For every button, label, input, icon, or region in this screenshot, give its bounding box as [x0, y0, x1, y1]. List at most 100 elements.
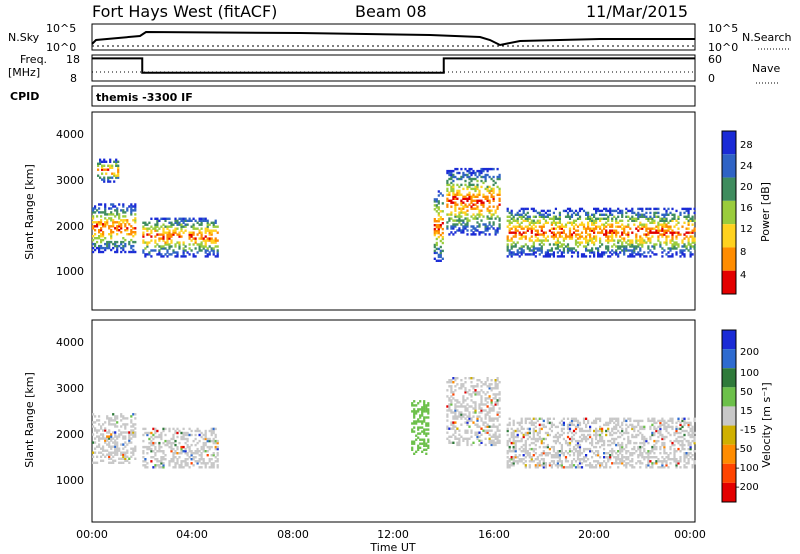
power-cell: [667, 207, 670, 211]
power-cell: [206, 223, 209, 226]
power-cell: [456, 189, 459, 193]
velocity-cell: [562, 427, 565, 431]
power-cell: [568, 229, 572, 232]
power-cell: [496, 229, 499, 232]
velocity-cell: [413, 404, 416, 407]
velocity-cell: [198, 454, 201, 457]
velocity-cell: [110, 417, 113, 420]
velocity-cell: [641, 427, 644, 431]
velocity-cell: [562, 437, 565, 441]
velocity-cell: [494, 431, 497, 434]
velocity-cell: [526, 431, 529, 435]
power-cell: [645, 217, 648, 220]
velocity-cell: [621, 433, 624, 437]
power-cell: [574, 209, 578, 213]
power-cell: [578, 233, 582, 236]
power-cell: [134, 217, 137, 220]
power-cell: [160, 245, 163, 248]
velocity-cell: [172, 437, 175, 441]
power-cell: [98, 237, 101, 240]
power-cell: [633, 219, 636, 222]
velocity-cell: [110, 435, 113, 438]
power-cell: [174, 221, 177, 224]
power-cell: [665, 237, 668, 240]
power-cell: [142, 231, 145, 234]
power-cell: [122, 221, 125, 224]
power-cell: [204, 227, 207, 230]
power-cell: [637, 239, 640, 242]
velocity-cell: [512, 433, 515, 437]
power-cell: [210, 249, 213, 252]
power-cell: [498, 219, 501, 222]
power-cell: [484, 197, 487, 200]
power-cell: [518, 237, 521, 240]
velocity-cell: [582, 435, 586, 439]
velocity-cell: [196, 462, 199, 465]
power-cell: [512, 231, 515, 234]
velocity-cell: [687, 460, 690, 463]
power-cell: [109, 180, 112, 183]
velocity-cell: [494, 443, 497, 447]
power-cell: [615, 249, 618, 252]
power-cell: [490, 213, 493, 216]
velocity-cell: [675, 429, 678, 433]
velocity-cell: [448, 427, 451, 430]
power-cell: [645, 211, 648, 215]
velocity-cell: [691, 466, 694, 469]
velocity-cell: [637, 429, 640, 433]
velocity-cell: [192, 458, 195, 461]
power-cell: [587, 221, 590, 224]
velocity-cell: [554, 439, 557, 443]
velocity-cell: [458, 405, 461, 408]
velocity-cell: [651, 417, 654, 420]
power-cell: [118, 217, 121, 220]
power-cell: [162, 229, 165, 232]
velocity-cell: [564, 458, 568, 461]
velocity-cell: [657, 431, 660, 435]
velocity-cell: [452, 391, 455, 394]
power-cell: [595, 239, 598, 242]
power-cell: [437, 227, 440, 231]
power-cell: [148, 221, 151, 224]
velocity-cell: [617, 450, 620, 453]
power-cell: [115, 174, 118, 177]
power-cell: [439, 253, 442, 257]
velocity-cell: [615, 427, 618, 431]
velocity-cell: [635, 433, 638, 437]
power-cell: [617, 225, 620, 228]
power-cell: [437, 214, 440, 217]
velocity-cell: [570, 450, 574, 453]
power-cbar-tick-16: 16: [740, 203, 753, 214]
power-cell: [460, 199, 463, 202]
power-cell: [552, 233, 555, 236]
velocity-cell: [94, 447, 97, 450]
freq-unit: [MHz]: [8, 66, 40, 79]
velocity-cell: [613, 427, 616, 431]
power-cell: [693, 227, 696, 230]
power-cell: [132, 250, 135, 254]
velocity-cell: [112, 451, 115, 454]
power-cell: [466, 175, 469, 179]
velocity-cell: [609, 458, 612, 461]
power-cell: [480, 209, 483, 212]
power-cell: [556, 241, 559, 244]
velocity-cell: [613, 417, 616, 420]
power-cell: [667, 251, 670, 254]
power-cell: [164, 231, 167, 234]
power-cell: [621, 213, 624, 216]
velocity-cell: [617, 454, 620, 457]
power-cell: [512, 215, 515, 218]
velocity-cell: [204, 431, 207, 435]
velocity-cell: [134, 417, 137, 420]
velocity-cell: [466, 415, 469, 418]
power-cell: [615, 209, 618, 213]
velocity-cell: [108, 461, 111, 464]
velocity-cell: [542, 445, 545, 449]
power-cell: [184, 223, 187, 226]
power-cell: [210, 229, 213, 232]
velocity-cell: [599, 419, 602, 423]
power-cell: [99, 176, 102, 179]
power-cell: [605, 251, 608, 254]
velocity-cell: [512, 441, 515, 445]
power-cell: [669, 225, 672, 228]
